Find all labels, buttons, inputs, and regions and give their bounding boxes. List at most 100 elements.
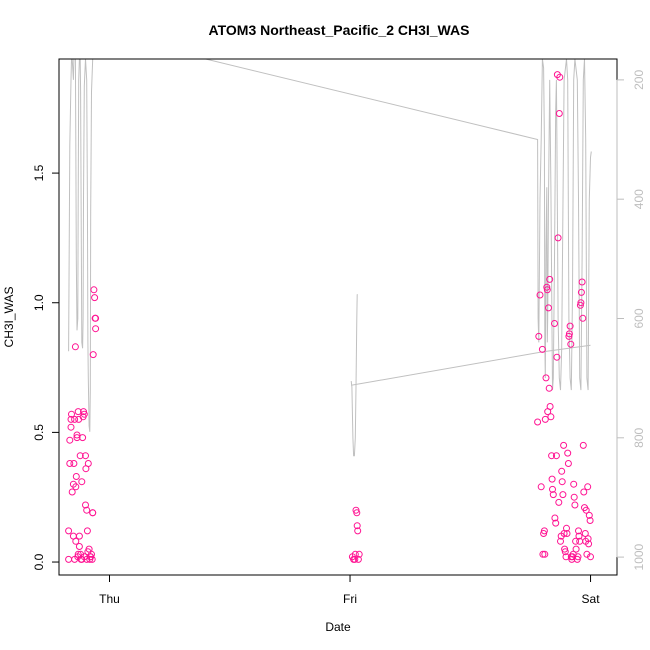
data-point — [540, 527, 548, 535]
y-tick-label: 1.5 — [32, 164, 46, 181]
data-point — [535, 332, 543, 340]
data-point — [82, 501, 89, 509]
data-point — [558, 467, 566, 475]
data-point — [74, 408, 82, 416]
data-point — [72, 483, 80, 491]
data-point — [576, 301, 584, 309]
data-point — [574, 553, 582, 561]
data-point — [546, 403, 554, 410]
y-axis: 0.0 0.5 1.0 1.5 — [32, 164, 60, 570]
data-point — [542, 374, 550, 382]
data-point — [558, 478, 566, 486]
data-point — [68, 410, 75, 418]
data-point — [353, 522, 361, 530]
data-point — [89, 351, 97, 359]
right-tick-label: 400 — [632, 189, 646, 209]
data-points — [65, 71, 594, 563]
data-point — [83, 506, 91, 514]
altitude-connector-line — [351, 344, 591, 386]
x-tick-label: Sat — [582, 592, 601, 606]
altitude-line — [68, 58, 592, 432]
data-point — [577, 288, 585, 296]
data-point — [351, 555, 359, 563]
data-point — [584, 535, 592, 543]
data-point — [72, 473, 80, 480]
data-point — [70, 460, 78, 467]
data-point — [539, 550, 547, 558]
data-point — [552, 452, 560, 460]
data-point — [571, 501, 579, 509]
data-point — [90, 286, 98, 294]
data-point — [75, 532, 83, 540]
data-point — [579, 441, 587, 449]
y-axis-label: CH3I_WAS — [2, 287, 16, 348]
data-point — [73, 431, 81, 439]
data-point — [584, 483, 592, 491]
data-point — [546, 275, 554, 283]
data-point — [534, 418, 542, 426]
data-point — [68, 488, 76, 496]
data-point — [557, 537, 564, 545]
data-point — [76, 452, 84, 460]
altitude-line-fri — [350, 294, 358, 457]
right-tick-label: 200 — [632, 70, 646, 90]
data-point — [537, 483, 545, 491]
data-point — [578, 278, 586, 286]
data-point — [559, 491, 567, 499]
right-tick-label: 600 — [632, 308, 646, 328]
data-point — [548, 452, 556, 460]
data-point — [536, 291, 544, 299]
data-point — [71, 415, 79, 423]
data-point — [83, 527, 91, 535]
data-point — [353, 509, 361, 517]
data-point — [555, 498, 563, 506]
right-tick-label: 1000 — [632, 543, 646, 570]
data-point — [74, 550, 82, 558]
data-point — [561, 548, 569, 556]
data-point — [355, 550, 363, 558]
data-point — [66, 436, 74, 444]
data-point — [551, 514, 559, 522]
data-point — [580, 488, 588, 496]
data-point — [547, 413, 555, 421]
data-point — [92, 314, 100, 322]
data-point — [567, 340, 575, 348]
data-point — [572, 545, 580, 553]
data-point — [65, 527, 73, 535]
data-point — [548, 475, 556, 483]
data-point — [82, 452, 89, 460]
data-point — [564, 460, 572, 467]
data-point — [564, 449, 572, 457]
data-point — [560, 441, 568, 449]
y-tick-label: 0.5 — [32, 424, 46, 441]
data-point — [543, 286, 551, 294]
data-point — [88, 555, 96, 563]
y-tick-label: 0.0 — [32, 553, 46, 570]
data-point — [543, 283, 551, 291]
data-point — [585, 540, 593, 548]
data-point — [78, 478, 86, 486]
data-point — [354, 555, 362, 563]
data-point — [88, 550, 95, 558]
data-point — [581, 530, 589, 537]
data-point — [545, 304, 552, 312]
data-point — [541, 550, 549, 558]
data-point — [66, 460, 74, 467]
data-point — [566, 322, 574, 330]
data-point — [565, 332, 573, 340]
data-point — [586, 517, 594, 524]
data-point — [577, 299, 585, 307]
data-point — [570, 493, 578, 501]
data-point — [585, 511, 593, 519]
data-point — [549, 491, 557, 499]
data-point — [582, 506, 590, 514]
data-point — [552, 519, 560, 527]
right-tick-label: 800 — [632, 427, 646, 447]
data-point — [555, 110, 563, 117]
x-tick-label: Thu — [99, 592, 120, 606]
chart-title: ATOM3 Northeast_Pacific_2 CH3I_WAS — [209, 22, 470, 38]
data-point — [579, 314, 587, 322]
data-point — [351, 550, 359, 558]
data-point — [65, 555, 73, 563]
data-point — [553, 353, 561, 361]
